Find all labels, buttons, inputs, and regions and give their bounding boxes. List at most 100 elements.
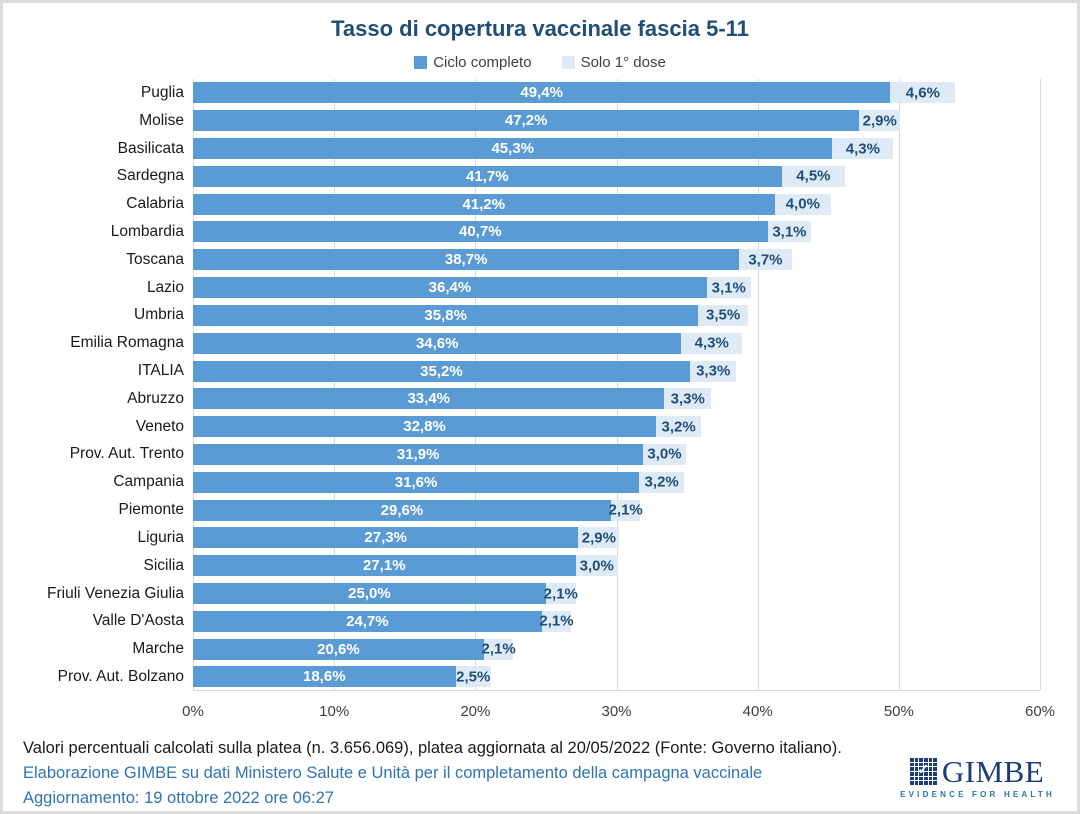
- value-label-ciclo-completo: 41,7%: [466, 167, 509, 185]
- region-row: Liguria 27,3% 2,9%: [13, 524, 1040, 552]
- bar-ciclo-completo: 34,6%: [193, 332, 682, 354]
- region-bar-track: 47,2% 2,9%: [193, 110, 1040, 132]
- region-bar-track: 32,8% 3,2%: [193, 416, 1040, 438]
- value-label-solo-prima-dose: 2,9%: [581, 529, 616, 547]
- bar-solo-prima-dose: 4,3%: [832, 138, 894, 160]
- value-label-ciclo-completo: 34,6%: [415, 334, 459, 352]
- bar-ciclo-completo: 47,2%: [193, 110, 860, 132]
- region-bar-track: 33,4% 3,3%: [193, 388, 1040, 410]
- bar-ciclo-completo: 24,7%: [193, 610, 542, 632]
- region-bar-track: 41,2% 4,0%: [193, 193, 1040, 215]
- region-row: Lombardia 40,7% 3,1%: [13, 218, 1040, 246]
- bar-solo-prima-dose: 2,1%: [609, 499, 643, 521]
- region-label: Lazio: [146, 278, 184, 296]
- bar-solo-prima-dose: 2,1%: [481, 638, 516, 660]
- region-row: Veneto 32,8% 3,2%: [13, 413, 1040, 441]
- region-label: Campania: [113, 473, 184, 491]
- value-label-ciclo-completo: 31,6%: [394, 473, 438, 491]
- bar-solo-prima-dose: 3,3%: [689, 360, 737, 382]
- bar-solo-prima-dose: 3,3%: [664, 388, 712, 410]
- region-label: Prov. Aut. Bolzano: [57, 667, 184, 685]
- gridline-60%: [1040, 79, 1041, 690]
- gridline-20%: [475, 79, 477, 690]
- value-label-solo-prima-dose: 3,7%: [748, 251, 783, 269]
- bar-ciclo-completo: 40,7%: [193, 221, 768, 243]
- region-label: Molise: [139, 111, 184, 129]
- region-label: Puglia: [140, 83, 184, 101]
- region-row: Molise 47,2% 2,9%: [13, 107, 1040, 135]
- value-label-solo-prima-dose: 3,2%: [661, 418, 696, 436]
- value-label-ciclo-completo: 45,3%: [491, 140, 535, 158]
- bar-solo-prima-dose: 3,7%: [739, 249, 792, 271]
- region-bar-track: 35,8% 3,5%: [193, 304, 1040, 326]
- bar-ciclo-completo: 18,6%: [193, 666, 456, 688]
- region-bar-track: 31,6% 3,2%: [193, 471, 1040, 493]
- value-label-ciclo-completo: 40,7%: [459, 223, 502, 241]
- region-row: Marche 20,6% 2,1%: [13, 635, 1040, 663]
- region-row: Puglia 49,4% 4,6%: [13, 79, 1040, 107]
- value-label-solo-prima-dose: 4,3%: [845, 140, 880, 158]
- legend-label-complete: Ciclo completo: [433, 54, 532, 71]
- bar-ciclo-completo: 36,4%: [193, 277, 707, 299]
- x-axis-tick: 30%: [601, 703, 632, 720]
- region-label: Emilia Romagna: [70, 334, 184, 352]
- bar-solo-prima-dose: 3,2%: [656, 416, 702, 438]
- region-row: Abruzzo 33,4% 3,3%: [13, 385, 1040, 413]
- region-row: Toscana 38,7% 3,7%: [13, 246, 1040, 274]
- legend-label-first-dose: Solo 1° dose: [580, 54, 666, 71]
- region-row: Sardegna 41,7% 4,5%: [13, 162, 1040, 190]
- region-label: Marche: [132, 640, 184, 658]
- footer-source-note: Valori percentuali calcolati sulla plate…: [23, 739, 842, 757]
- legend-swatch-first-dose-icon: [561, 56, 575, 69]
- value-label-solo-prima-dose: 3,2%: [644, 473, 679, 491]
- bar-solo-prima-dose: 3,1%: [706, 277, 751, 299]
- value-label-solo-prima-dose: 2,9%: [862, 112, 897, 130]
- value-label-ciclo-completo: 31,9%: [396, 445, 440, 463]
- value-label-solo-prima-dose: 3,0%: [579, 557, 614, 575]
- region-label: Toscana: [126, 250, 184, 268]
- gridline-30%: [616, 79, 618, 690]
- region-row: Basilicata 45,3% 4,3%: [13, 135, 1040, 163]
- bar-solo-prima-dose: 2,9%: [859, 110, 901, 132]
- bar-solo-prima-dose: 3,0%: [643, 443, 686, 465]
- bar-solo-prima-dose: 4,6%: [890, 82, 956, 104]
- region-row: Prov. Aut. Bolzano 18,6% 2,5%: [13, 663, 1040, 691]
- region-label: Calabria: [126, 195, 184, 213]
- region-row: Lazio 36,4% 3,1%: [13, 274, 1040, 302]
- region-bar-track: 35,2% 3,3%: [193, 360, 1040, 382]
- logo-check-icon: ✓: [917, 761, 930, 778]
- bar-ciclo-completo: 31,9%: [193, 443, 644, 465]
- bar-solo-prima-dose: 4,0%: [774, 193, 832, 215]
- page-title: Tasso di copertura vaccinale fascia 5-11: [331, 16, 749, 41]
- value-label-solo-prima-dose: 4,6%: [905, 84, 940, 102]
- x-axis-tick: 50%: [883, 703, 914, 720]
- region-row: Sicilia 27,1% 3,0%: [13, 552, 1040, 580]
- bar-chart: Puglia 49,4% 4,6% Molise 47,2% 2,9% Basilicata…: [13, 79, 1041, 691]
- bar-ciclo-completo: 31,6%: [193, 471, 640, 493]
- gridline-40%: [757, 79, 759, 690]
- value-label-solo-prima-dose: 3,1%: [711, 279, 746, 297]
- value-label-ciclo-completo: 47,2%: [504, 112, 548, 130]
- gimbe-tagline: EVIDENCE FOR HEALTH: [900, 790, 1055, 799]
- region-row: ITALIA 35,2% 3,3%: [13, 357, 1040, 385]
- value-label-solo-prima-dose: 2,1%: [539, 612, 574, 630]
- value-label-solo-prima-dose: 2,1%: [481, 640, 516, 658]
- footer-update-timestamp: Aggiornamento: 19 ottobre 2022 ore 06:27: [23, 789, 334, 807]
- value-label-ciclo-completo: 24,7%: [346, 612, 389, 630]
- region-bar-track: 31,9% 3,0%: [193, 443, 1040, 465]
- value-label-solo-prima-dose: 3,3%: [696, 362, 731, 380]
- region-bar-track: 24,7% 2,1%: [193, 610, 1040, 632]
- region-bar-track: 40,7% 3,1%: [193, 221, 1040, 243]
- region-bar-track: 49,4% 4,6%: [193, 82, 1040, 104]
- value-label-ciclo-completo: 41,2%: [462, 195, 506, 213]
- value-label-ciclo-completo: 35,2%: [420, 362, 463, 380]
- region-bar-track: 20,6% 2,1%: [193, 638, 1040, 660]
- bar-ciclo-completo: 20,6%: [193, 638, 484, 660]
- region-label: Abruzzo: [127, 389, 184, 407]
- bar-solo-prima-dose: 2,1%: [539, 610, 574, 632]
- gridline-50%: [898, 79, 900, 690]
- bar-ciclo-completo: 25,0%: [193, 583, 546, 605]
- footer: Valori percentuali calcolati sulla plate…: [23, 736, 842, 811]
- bar-solo-prima-dose: 3,2%: [639, 471, 685, 493]
- value-label-solo-prima-dose: 4,0%: [785, 195, 820, 213]
